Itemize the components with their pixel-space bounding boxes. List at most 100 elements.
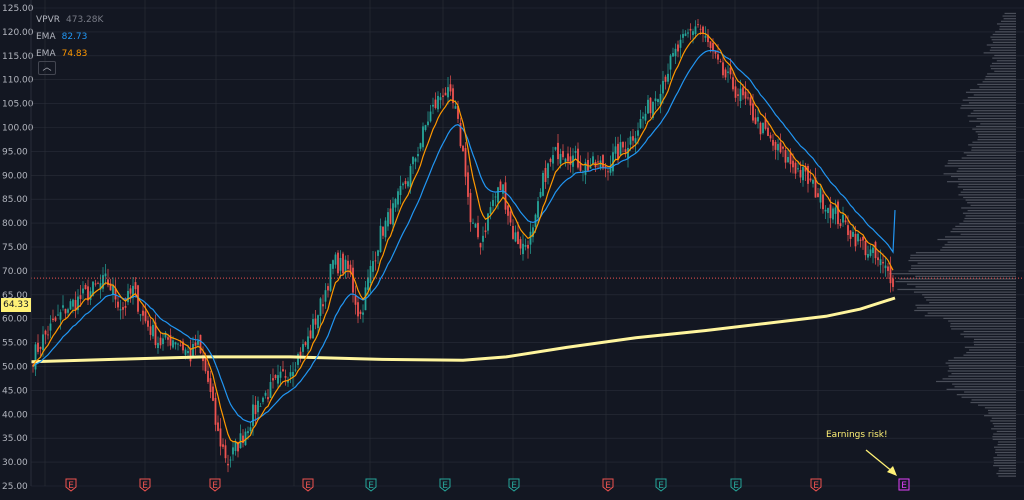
candle-body [174, 342, 177, 345]
candle-body [812, 179, 814, 184]
legend-ema-2[interactable]: EMA 74.83 [36, 49, 88, 59]
candle-body [362, 312, 364, 315]
volume-profile-bar [976, 117, 1016, 120]
y-tick-label: 40.00 [2, 410, 28, 420]
volume-profile-bar [958, 194, 1016, 196]
annotation-arrow [865, 449, 894, 473]
volume-profile-bar [899, 278, 1016, 280]
volume-profile-bar [895, 280, 1016, 283]
candle-body [444, 92, 447, 96]
volume-profile-bar [987, 73, 1016, 75]
candle-body [352, 267, 354, 293]
legend-ema-1[interactable]: EMA 82.73 [36, 32, 88, 42]
y-tick-label: 30.00 [2, 458, 28, 468]
candle-body [592, 156, 594, 164]
earnings-marker[interactable]: E [365, 478, 377, 492]
candle-body [199, 334, 202, 354]
candle-body [757, 117, 759, 122]
candle-body [504, 182, 507, 210]
candle-body [389, 208, 392, 224]
candle-body [889, 265, 892, 284]
candle-body [142, 310, 144, 316]
volume-profile-bar [964, 336, 1016, 338]
volume-profile-bar [990, 36, 1016, 38]
volume-profile-bar [993, 457, 1016, 459]
candle-body [169, 335, 172, 346]
candle-body [647, 99, 649, 114]
volume-profile-bar [996, 472, 1016, 475]
candle-body [154, 322, 157, 346]
candle-body [654, 98, 657, 102]
candle-body [559, 153, 562, 164]
volume-profile-bar [978, 404, 1016, 406]
candle-body [39, 347, 42, 349]
candle-body [209, 378, 212, 392]
volume-profile-bar [951, 373, 1016, 375]
earnings-marker[interactable]: E [655, 478, 667, 492]
volume-profile-bar [915, 304, 1016, 306]
candle-body [809, 178, 812, 181]
volume-profile-bar [973, 110, 1016, 112]
candle-body [52, 318, 54, 321]
earnings-marker[interactable]: E [302, 478, 314, 492]
candle-body [232, 447, 234, 455]
volume-profile-bar [967, 210, 1016, 212]
earnings-marker[interactable]: E [139, 478, 151, 492]
volume-profile-bar [995, 449, 1016, 451]
volume-profile-bar [969, 349, 1016, 351]
volume-profile-bar [944, 165, 1016, 167]
candle-body [394, 199, 397, 208]
candle-body [374, 260, 377, 262]
candle-body [239, 433, 242, 449]
candle-body [774, 141, 777, 150]
candle-body [124, 305, 127, 308]
chevron-up-icon[interactable]: ︿ [38, 61, 56, 75]
earnings-marker[interactable]: E [508, 478, 520, 492]
earnings-marker[interactable]: E [602, 478, 614, 492]
volume-profile-bar [991, 62, 1016, 64]
candle-body [72, 299, 74, 307]
earnings-marker[interactable]: E [65, 478, 77, 492]
earnings-marker[interactable]: E [439, 478, 451, 492]
earnings-marker-label: E [901, 481, 907, 491]
candle-body [297, 354, 299, 365]
candle-body [309, 330, 312, 339]
candle-body [704, 35, 707, 38]
candle-body [272, 378, 274, 381]
candle-body [807, 165, 809, 184]
candle-body [184, 349, 187, 355]
legend-vpvr[interactable]: VPVR 473.28K [36, 15, 104, 25]
candle-body [667, 73, 669, 82]
candle-body [717, 54, 719, 60]
candle-body [782, 146, 784, 149]
volume-profile-bar [962, 99, 1016, 101]
candle-body [522, 243, 524, 255]
volume-profile-bar [952, 228, 1016, 230]
candle-body [567, 153, 569, 162]
volume-profile-bar [994, 54, 1016, 57]
candle-body [314, 318, 317, 325]
candle-body [534, 214, 537, 227]
candle-body [842, 214, 844, 223]
volume-profile-bar [989, 49, 1016, 51]
volume-profile-bar [996, 430, 1016, 433]
candle-body [69, 301, 72, 310]
candle-body [359, 311, 362, 315]
candle-body [419, 143, 422, 149]
volume-profile-bar [960, 233, 1016, 235]
candle-body [874, 241, 877, 259]
earnings-marker[interactable]: E [209, 478, 221, 492]
candle-body [517, 231, 519, 245]
candle-body [489, 207, 492, 214]
candle-body [744, 91, 747, 99]
earnings-marker[interactable]: E [898, 478, 910, 491]
volume-profile-bar [950, 175, 1016, 178]
candle-body [182, 341, 184, 351]
candle-body [387, 212, 389, 227]
sma-long-line [30, 296, 896, 364]
earnings-marker[interactable]: E [730, 478, 742, 492]
volume-profile-bar [948, 375, 1016, 377]
earnings-marker[interactable]: E [810, 478, 822, 492]
candle-body [147, 320, 149, 327]
